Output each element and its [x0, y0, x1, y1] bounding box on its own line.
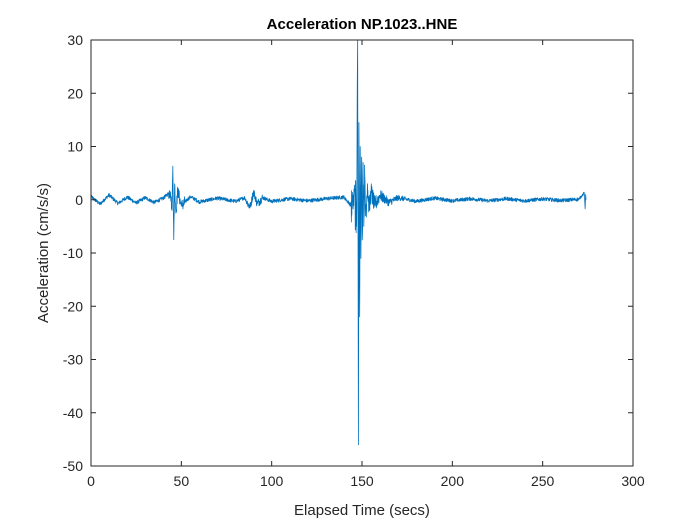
- series-line-0: [90, 39, 587, 446]
- x-tick-label: 100: [260, 473, 284, 489]
- y-tick-label: -10: [63, 245, 83, 261]
- series-layer: [90, 39, 587, 446]
- x-axis-title: Elapsed Time (secs): [294, 502, 430, 519]
- x-tick-label: 250: [531, 473, 555, 489]
- x-tick-label: 150: [350, 473, 374, 489]
- y-tick-label: 30: [67, 32, 83, 48]
- plot-area: [91, 40, 633, 466]
- y-tick-label: -30: [63, 352, 83, 368]
- x-tick-label: 200: [441, 473, 465, 489]
- y-tick-label: -20: [63, 298, 83, 314]
- y-tick-label: 10: [67, 139, 83, 155]
- chart-title: Acceleration NP.1023..HNE: [267, 16, 458, 33]
- x-tick-label: 0: [87, 473, 95, 489]
- x-tick-label: 300: [621, 473, 645, 489]
- y-tick-label: 20: [67, 85, 83, 101]
- y-tick-label: -40: [63, 405, 83, 421]
- y-tick-label: 0: [75, 192, 83, 208]
- y-tick-label: -50: [63, 458, 83, 474]
- x-axis: 0 50 100 150 200 250 300: [87, 40, 645, 489]
- y-axis-title: Acceleration (cm/s/s): [35, 183, 52, 323]
- y-axis: -50 -40 -30 -20 -10 0 10 20 30: [63, 32, 633, 474]
- x-tick-label: 50: [174, 473, 190, 489]
